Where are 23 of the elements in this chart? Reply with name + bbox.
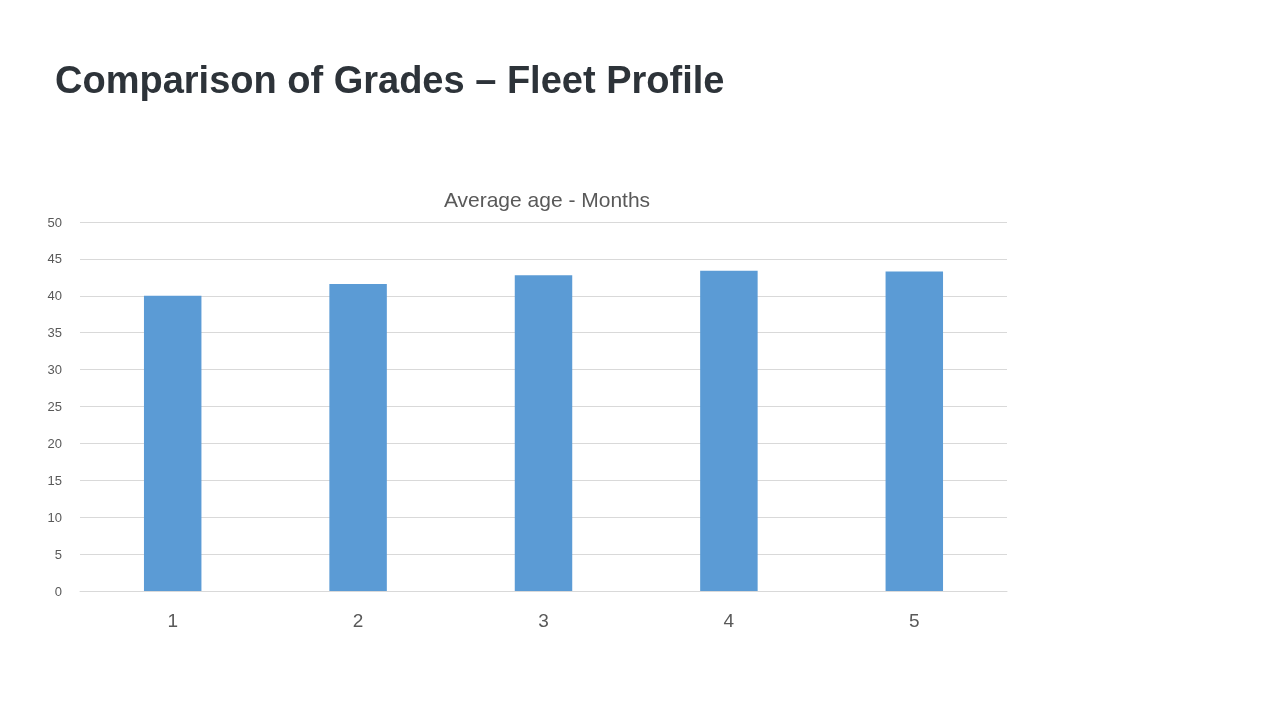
- y-tick-label: 35: [47, 325, 62, 341]
- y-tick-label: 40: [47, 288, 62, 304]
- y-tick-label: 30: [47, 362, 62, 378]
- bar: [329, 283, 387, 591]
- bar: [885, 271, 944, 591]
- bar: [143, 295, 202, 591]
- bar: [514, 275, 573, 591]
- chart-subtitle: Average age - Months: [443, 188, 651, 211]
- x-tick-label: 5: [909, 610, 920, 631]
- chart-title: Comparison of Grades – Fleet Profile: [55, 59, 725, 101]
- y-tick-label: 50: [47, 214, 62, 230]
- y-tick-label: 5: [54, 546, 62, 562]
- y-tick-label: 15: [47, 472, 62, 488]
- x-tick-label: 4: [723, 610, 735, 631]
- y-tick-label: 45: [47, 251, 62, 267]
- y-tick-label: 10: [47, 509, 62, 525]
- x-tick-label: 2: [352, 610, 364, 631]
- y-tick-label: 25: [47, 399, 62, 414]
- x-tick-label: 3: [538, 610, 549, 631]
- bar: [700, 270, 758, 591]
- x-tick-label: 1: [167, 610, 178, 631]
- y-tick-label: 0: [54, 583, 62, 599]
- y-tick-label: 20: [47, 435, 62, 451]
